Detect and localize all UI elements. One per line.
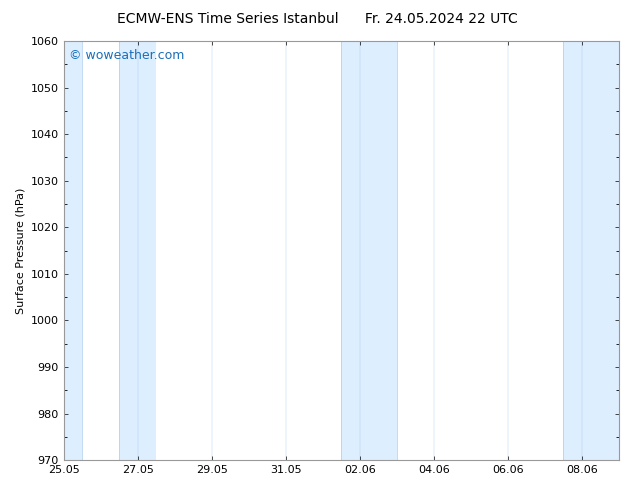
Y-axis label: Surface Pressure (hPa): Surface Pressure (hPa)	[15, 187, 25, 314]
Bar	[341, 41, 397, 460]
Text: © woweather.com: © woweather.com	[69, 49, 184, 62]
Bar	[119, 41, 156, 460]
Text: ECMW-ENS Time Series Istanbul      Fr. 24.05.2024 22 UTC: ECMW-ENS Time Series Istanbul Fr. 24.05.…	[117, 12, 517, 26]
Bar	[564, 41, 619, 460]
Bar	[63, 41, 82, 460]
